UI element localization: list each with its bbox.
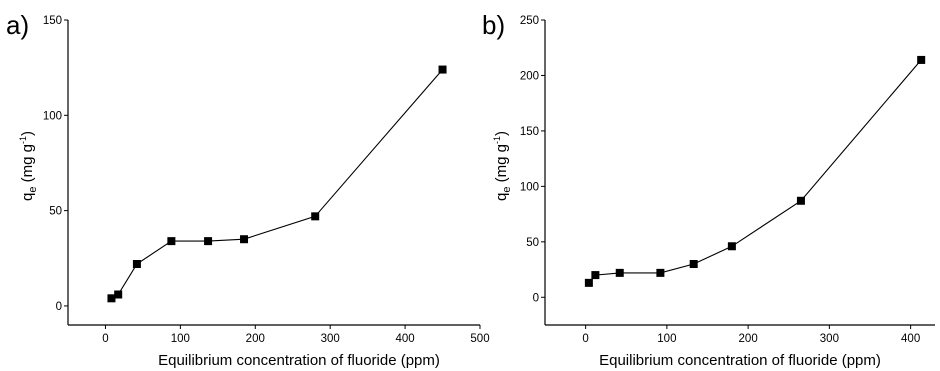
- x-tick-label-b: 0: [582, 333, 588, 345]
- data-point-b: [656, 268, 665, 277]
- data-point-b: [727, 242, 736, 251]
- data-point-a: [204, 237, 213, 246]
- y-tick-label-b: 200: [520, 70, 539, 82]
- y-tick-label-a: 50: [49, 206, 62, 218]
- data-point-a: [107, 294, 116, 303]
- data-point-b: [591, 271, 600, 280]
- x-tick-label-a: 100: [171, 333, 190, 345]
- panel-a: a) Equilibrium concentration of fluoride…: [6, 10, 490, 369]
- y-axis-title-b: qe (mg g-1): [492, 131, 513, 201]
- data-point-b: [584, 278, 593, 287]
- data-point-b: [917, 55, 926, 64]
- series-line-a: [111, 69, 443, 299]
- y-tick-label-b: 100: [520, 181, 539, 193]
- x-tick-label-a: 0: [102, 333, 108, 345]
- panel-label-a: a): [6, 10, 29, 40]
- data-point-a: [240, 235, 249, 244]
- y-tick-label-b: 50: [526, 237, 539, 249]
- x-tick-label-a: 200: [246, 333, 265, 345]
- y-tick-label-b: 250: [520, 15, 539, 27]
- data-point-b: [689, 260, 698, 268]
- y-tick-label-b: 150: [520, 126, 539, 138]
- data-point-a: [311, 212, 320, 221]
- y-tick-label-b: 0: [533, 292, 539, 304]
- x-axis-title-b: Equilibrium concentration of fluoride (p…: [599, 352, 881, 369]
- y-tick-label-a: 150: [43, 15, 62, 27]
- data-point-b: [615, 268, 624, 277]
- x-axis-title-a: Equilibrium concentration of fluoride (p…: [158, 352, 440, 369]
- data-point-a: [167, 237, 176, 246]
- x-tick-label-b: 300: [820, 333, 839, 345]
- data-point-a: [438, 65, 447, 74]
- panel-b: b) Equilibrium concentration of fluoride…: [482, 10, 935, 369]
- data-point-b: [796, 196, 805, 205]
- x-tick-label-a: 500: [470, 333, 489, 345]
- data-point-a: [132, 260, 141, 268]
- x-tick-label-a: 400: [395, 333, 414, 345]
- y-tick-label-a: 100: [43, 110, 62, 122]
- data-point-a: [114, 290, 123, 299]
- x-tick-label-b: 400: [901, 333, 920, 345]
- x-tick-label-a: 300: [321, 333, 340, 345]
- y-axis-title-a: qe (mg g-1): [18, 131, 39, 201]
- panel-label-b: b): [482, 10, 505, 40]
- y-tick-label-a: 0: [56, 301, 62, 313]
- x-tick-label-b: 100: [657, 333, 676, 345]
- series-line-b: [588, 59, 922, 284]
- x-tick-label-b: 200: [739, 333, 758, 345]
